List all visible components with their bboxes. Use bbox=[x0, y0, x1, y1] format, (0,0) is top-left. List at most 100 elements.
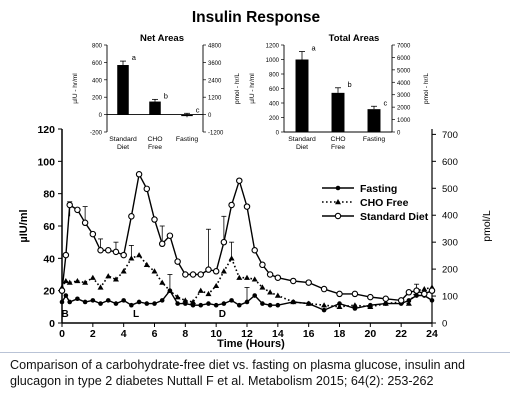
data-point-standard-diet bbox=[266, 271, 274, 278]
data-point-cho-free bbox=[259, 284, 266, 290]
data-point-fasting bbox=[167, 288, 173, 293]
x-tick-label: 8 bbox=[182, 328, 188, 340]
inset-y2-tick-label: -1200 bbox=[208, 131, 224, 137]
data-point-cho-free bbox=[112, 276, 119, 282]
bar bbox=[117, 65, 129, 115]
inset-y-tick-label: 200 bbox=[92, 96, 103, 102]
significance-label: b bbox=[164, 91, 168, 100]
inset-y2-tick-label: 4000 bbox=[397, 81, 411, 87]
data-point-cho-free bbox=[274, 292, 281, 298]
figure-panel: Insulin Response Net Areas -200 0 200 400 60… bbox=[0, 9, 510, 353]
data-point-fasting bbox=[63, 293, 69, 298]
y2-tick-label: 400 bbox=[442, 211, 458, 222]
data-point-cho-free bbox=[244, 274, 250, 280]
data-point-fasting bbox=[383, 301, 389, 306]
data-point-standard-diet bbox=[397, 297, 405, 304]
data-point-fasting bbox=[113, 301, 119, 306]
data-point-fasting bbox=[183, 301, 188, 306]
data-point-standard-diet bbox=[66, 201, 73, 209]
category-label: Fasting bbox=[363, 136, 386, 143]
significance-label: a bbox=[311, 44, 316, 53]
data-point-cho-free bbox=[197, 287, 204, 293]
inset-y-tick-label: 1000 bbox=[266, 58, 280, 64]
x-tick-label: 4 bbox=[121, 328, 127, 340]
data-point-standard-diet bbox=[305, 279, 312, 286]
data-point-cho-free bbox=[62, 277, 69, 284]
inset-y2-axis-label: pmol - hr/L bbox=[423, 73, 430, 104]
figure-caption: Comparison of a carbohydrate-free diet v… bbox=[10, 357, 500, 389]
inset-y2-tick-label: 3600 bbox=[208, 61, 222, 67]
significance-label: a bbox=[132, 53, 137, 62]
data-point-cho-free bbox=[220, 268, 227, 274]
y2-axis-label: pmol/L bbox=[481, 210, 493, 242]
x-axis-label: Time (Hours) bbox=[217, 338, 285, 350]
data-point-fasting bbox=[175, 301, 180, 306]
y-tick-label: 120 bbox=[37, 124, 55, 136]
data-point-cho-free bbox=[143, 261, 150, 267]
inset-y-tick-label: 800 bbox=[269, 73, 280, 79]
x-tick-label: 16 bbox=[303, 328, 315, 340]
data-point-standard-diet bbox=[382, 295, 389, 302]
data-point-fasting bbox=[429, 298, 435, 303]
data-point-fasting bbox=[105, 298, 111, 303]
inset-y-tick-label: 600 bbox=[92, 61, 103, 67]
legend-label-fasting: Fasting bbox=[360, 183, 397, 195]
y2-tick-label: 500 bbox=[442, 184, 458, 195]
x-tick-label: 6 bbox=[152, 328, 158, 340]
data-point-cho-free bbox=[89, 274, 96, 280]
data-point-standard-diet bbox=[174, 258, 181, 265]
data-point-cho-free bbox=[174, 294, 181, 300]
y-tick-label: 80 bbox=[43, 189, 55, 201]
caption-line-1: Comparison of a carbohydrate-free diet v… bbox=[10, 358, 466, 372]
data-point-cho-free bbox=[128, 255, 135, 261]
y2-tick-label: 300 bbox=[442, 238, 458, 249]
meal-marker-b: B bbox=[61, 309, 68, 320]
y-tick-label: 0 bbox=[49, 318, 55, 330]
data-point-fasting bbox=[406, 298, 412, 303]
data-point-fasting bbox=[260, 301, 265, 306]
data-point-fasting bbox=[352, 306, 358, 311]
inset-y-tick-label: 400 bbox=[269, 102, 280, 108]
data-point-cho-free bbox=[267, 289, 274, 295]
inset-y2-tick-label: 6000 bbox=[397, 56, 411, 62]
data-point-fasting bbox=[414, 293, 419, 298]
figure-title: Insulin Response bbox=[192, 9, 321, 26]
inset-y-tick-label: 200 bbox=[269, 116, 280, 122]
bar bbox=[295, 59, 309, 132]
data-point-standard-diet bbox=[62, 251, 70, 259]
data-point-fasting bbox=[121, 298, 126, 303]
y2-tick-label: 0 bbox=[442, 319, 447, 330]
x-tick-label: 2 bbox=[90, 328, 96, 340]
data-point-cho-free bbox=[105, 273, 112, 279]
data-point-fasting bbox=[236, 302, 242, 308]
data-point-fasting bbox=[129, 302, 134, 308]
data-point-cho-free bbox=[351, 302, 358, 308]
x-tick-label: 20 bbox=[364, 328, 376, 340]
net-areas-title: Net Areas bbox=[140, 33, 184, 44]
data-point-fasting bbox=[75, 296, 80, 302]
data-point-standard-diet bbox=[405, 289, 413, 296]
data-point-standard-diet bbox=[105, 247, 112, 254]
legend-marker-standard-diet bbox=[334, 212, 342, 220]
data-point-cho-free bbox=[228, 255, 235, 261]
data-point-fasting bbox=[136, 299, 142, 305]
inset-y2-tick-label: 5000 bbox=[397, 68, 411, 74]
y-axis-label: µIU/ml bbox=[18, 209, 30, 242]
y-tick-label: 20 bbox=[43, 286, 55, 298]
legend-marker-fasting bbox=[335, 185, 341, 191]
data-point-fasting bbox=[221, 301, 227, 306]
bar bbox=[149, 101, 161, 115]
x-tick-label: 18 bbox=[334, 328, 346, 340]
data-point-standard-diet bbox=[220, 238, 228, 246]
inset-y-tick-label: 1200 bbox=[266, 44, 280, 50]
legend-label-cho-free: CHO Free bbox=[360, 197, 409, 209]
data-point-standard-diet bbox=[135, 171, 143, 178]
legend: Fasting CHO Free Standard Diet bbox=[322, 183, 429, 223]
bar bbox=[331, 92, 345, 132]
x-tick-label: 14 bbox=[272, 328, 284, 340]
data-point-standard-diet bbox=[97, 247, 104, 254]
inset-y2-tick-label: 7000 bbox=[397, 44, 411, 50]
inset-y2-tick-label: 0 bbox=[397, 131, 401, 137]
meal-marker-d: D bbox=[219, 309, 226, 320]
data-point-standard-diet bbox=[243, 203, 251, 210]
